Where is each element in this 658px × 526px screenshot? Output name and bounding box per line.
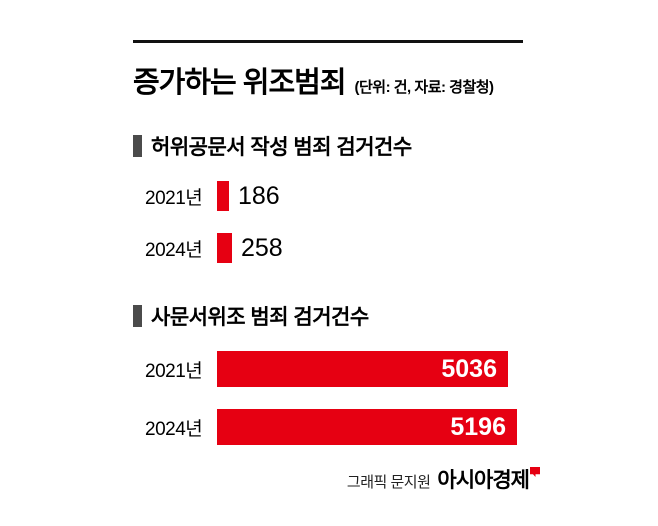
category-label-2024: 2024년 <box>145 239 203 261</box>
bar-2024-private: 5196 <box>217 409 517 445</box>
category-label-2021: 2021년 <box>145 187 203 209</box>
value-label-2021-private: 5036 <box>441 354 497 383</box>
chart-section-false-official-documents: 허위공문서 작성 범죄 검거건수 2021년 186 2024년 258 <box>133 131 658 263</box>
brand-logo-text: 아시아경제 <box>437 469 530 492</box>
value-label-2021-official: 186 <box>238 181 280 210</box>
brand-mark-icon <box>530 467 540 477</box>
bar-row: 2021년 5036 <box>133 351 658 387</box>
bar-row: 2021년 186 <box>133 181 658 211</box>
section-header: 사문서위조 범죄 검거건수 <box>133 301 658 331</box>
section-title: 허위공문서 작성 범죄 검거건수 <box>151 136 412 159</box>
chart-section-private-document-forgery: 사문서위조 범죄 검거건수 2021년 5036 2024년 5196 <box>133 301 658 445</box>
category-label-2024: 2024년 <box>145 418 203 440</box>
value-label-2024-private: 5196 <box>450 412 506 441</box>
bar-track: 186 <box>217 181 658 211</box>
bar-track: 258 <box>217 233 658 263</box>
bar-track: 5196 <box>217 409 658 445</box>
title-row: 증가하는 위조범죄 (단위: 건, 자료: 경찰청) <box>133 59 658 101</box>
section-header: 허위공문서 작성 범죄 검거건수 <box>133 131 658 161</box>
category-label-2021: 2021년 <box>145 360 203 382</box>
bar-track: 5036 <box>217 351 658 387</box>
section-marker <box>133 135 142 157</box>
top-rule <box>133 40 523 43</box>
unit-source-note: (단위: 건, 자료: 경찰청) <box>354 79 495 96</box>
section-marker <box>133 305 142 327</box>
section-title: 사문서위조 범죄 검거건수 <box>151 306 369 329</box>
page-title: 증가하는 위조범죄 <box>133 67 346 99</box>
value-label-2024-official: 258 <box>241 233 283 262</box>
bar-2021-official <box>217 181 229 211</box>
graphic-credit: 그래픽 문지원 <box>346 474 431 491</box>
bar-row: 2024년 258 <box>133 233 658 263</box>
bar-2024-official <box>217 233 232 263</box>
bar-2021-private: 5036 <box>217 351 508 387</box>
credit-line: 그래픽 문지원 아시아경제 <box>133 464 540 494</box>
bar-row: 2024년 5196 <box>133 409 658 445</box>
